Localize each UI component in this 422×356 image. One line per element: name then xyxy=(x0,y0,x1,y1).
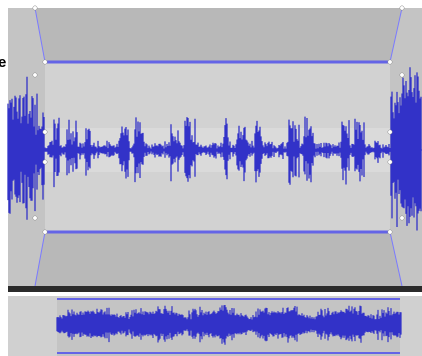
envelope-handles xyxy=(32,5,405,235)
track-label: e xyxy=(0,54,6,71)
waveform xyxy=(7,67,422,231)
envelope-outer-zone xyxy=(35,8,402,286)
waveform-2 xyxy=(56,305,402,345)
track-separator xyxy=(8,286,422,292)
